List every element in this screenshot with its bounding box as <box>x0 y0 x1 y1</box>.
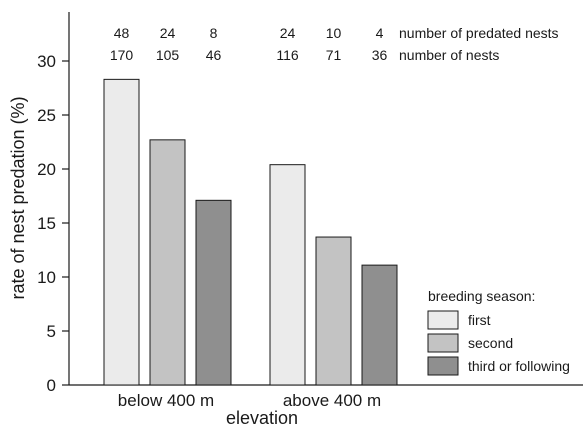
legend-title: breeding season: <box>428 288 535 304</box>
predated-count: 8 <box>210 25 218 41</box>
y-tick-label: 5 <box>47 322 56 341</box>
y-tick-label: 15 <box>37 214 56 233</box>
predated-count: 24 <box>280 25 296 41</box>
legend-label-third-or-following: third or following <box>468 358 570 374</box>
y-tick-label: 0 <box>47 376 56 395</box>
y-tick-label: 10 <box>37 268 56 287</box>
predated-row-label: number of predated nests <box>399 25 559 41</box>
y-ticks: 0 5 10 15 20 25 30 <box>37 52 69 395</box>
bars <box>103 78 398 386</box>
nests-count: 116 <box>276 47 299 63</box>
nests-count: 170 <box>110 47 134 63</box>
bar-above-400-m-first <box>269 164 306 386</box>
bar-above-400-m-second <box>315 236 352 386</box>
legend-items: first second third or following <box>427 310 570 376</box>
y-axis-title: rate of nest predation (%) <box>8 96 28 299</box>
legend-swatch-second <box>427 333 459 353</box>
bar-below-400-m-third-or-following <box>195 199 232 386</box>
bar-below-400-m-first <box>103 78 140 386</box>
count-labels: 48 170 24 105 8 46 24 116 10 71 4 36 <box>110 25 388 63</box>
legend: breeding season: first second third or fol… <box>427 288 570 376</box>
legend-swatch-third-or-following <box>427 356 459 376</box>
nests-row-label: number of nests <box>399 47 499 63</box>
y-tick-label: 20 <box>37 160 56 179</box>
nests-count: 36 <box>372 47 388 63</box>
legend-label-second: second <box>468 335 513 351</box>
predated-count: 48 <box>114 25 130 41</box>
predated-count: 10 <box>326 25 342 41</box>
y-tick-label: 25 <box>37 106 56 125</box>
legend-swatch-first <box>427 310 459 330</box>
bar-below-400-m-second <box>149 139 186 386</box>
nests-count: 71 <box>326 47 342 63</box>
predated-count: 24 <box>160 25 176 41</box>
predated-count: 4 <box>376 25 384 41</box>
category-label: above 400 m <box>283 391 381 410</box>
y-axis: 0 5 10 15 20 25 30 <box>37 12 70 395</box>
nests-count: 105 <box>156 47 180 63</box>
legend-label-first: first <box>468 312 491 328</box>
y-tick-label: 30 <box>37 52 56 71</box>
category-label: below 400 m <box>118 391 214 410</box>
nests-count: 46 <box>206 47 222 63</box>
bar-above-400-m-third-or-following <box>361 264 398 386</box>
x-axis-title: elevation <box>226 408 298 428</box>
category-labels: below 400 m above 400 m <box>118 391 381 410</box>
